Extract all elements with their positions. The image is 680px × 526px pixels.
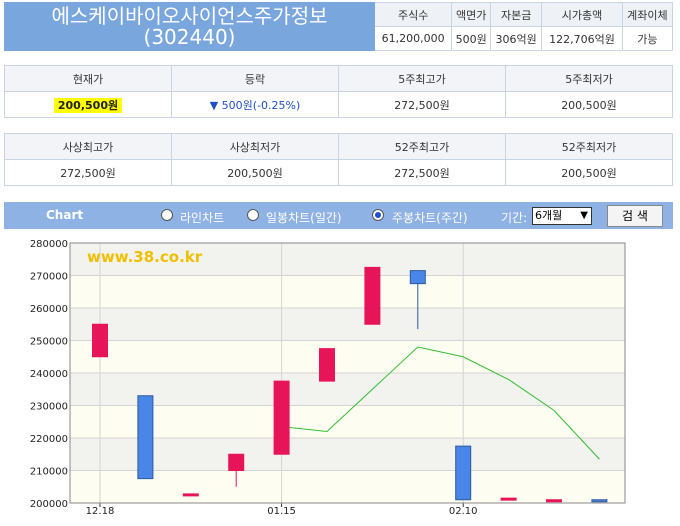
candle-up bbox=[182, 493, 199, 497]
company-code: (302440) bbox=[143, 24, 236, 49]
capital-value: 306억원 bbox=[490, 26, 543, 51]
x-tick-label: 12.18 bbox=[86, 506, 115, 517]
change-cell: ▼ 500원(-0.25%) bbox=[171, 91, 339, 118]
company-name: 에스케이바이오사이언스주가정보 bbox=[51, 3, 328, 28]
chevron-down-icon: ▼ bbox=[580, 210, 588, 221]
y-tick-label: 210000 bbox=[30, 467, 68, 478]
current-price-label: 현재가 bbox=[4, 65, 172, 92]
transfer-value: 가능 bbox=[621, 26, 674, 51]
candle-up bbox=[364, 266, 381, 325]
period-select-value: 6개월 bbox=[535, 209, 563, 222]
moving-average-layer bbox=[281, 346, 600, 460]
candles-layer bbox=[92, 266, 608, 503]
y-tick-label: 260000 bbox=[30, 304, 68, 315]
line-chart-radio[interactable] bbox=[161, 209, 173, 221]
grid-band bbox=[70, 340, 625, 373]
change-value: ▼ 500원(-0.25%) bbox=[209, 98, 301, 112]
low52-label: 52주최저가 bbox=[505, 133, 673, 160]
col-transfer-label: 계좌이체 bbox=[621, 2, 674, 27]
candle-up bbox=[546, 499, 562, 503]
grid-band bbox=[70, 373, 625, 406]
candle-up bbox=[319, 348, 335, 382]
high5-value: 272,500원 bbox=[338, 91, 506, 118]
current-price-cell: 200,500원 bbox=[4, 91, 172, 118]
alltime-high-value: 272,500원 bbox=[4, 159, 172, 186]
candle-down bbox=[137, 395, 154, 480]
y-tick-label: 280000 bbox=[30, 239, 68, 250]
candle-up bbox=[228, 453, 245, 471]
chart-grid bbox=[70, 242, 625, 504]
grid-band bbox=[70, 470, 625, 503]
daily-chart-radio[interactable] bbox=[247, 209, 259, 221]
par-value: 500원 bbox=[451, 26, 492, 51]
col-shares-label: 주식수 bbox=[373, 2, 453, 27]
x-tick-label: 01.15 bbox=[267, 506, 296, 517]
candle-down bbox=[455, 445, 472, 501]
y-tick-label: 240000 bbox=[30, 369, 68, 380]
high52-value: 272,500원 bbox=[338, 159, 506, 186]
chart-control-bar: Chart 라인차트 일봉차트(일간) 주봉차트(주간) 기간: 6개월 ▼ 검… bbox=[4, 202, 673, 229]
period-label: 기간: bbox=[501, 211, 528, 225]
chart-axes: 200000 210000 220000 230000 240000 250000 2600… bbox=[30, 239, 626, 517]
y-tick-label: 250000 bbox=[30, 337, 68, 348]
candle-up bbox=[92, 323, 108, 358]
y-tick-label: 230000 bbox=[30, 402, 68, 413]
stock-info-header: 에스케이바이오사이언스주가정보 (302440) 주식수 액면가 자본금 시가총… bbox=[4, 2, 674, 51]
y-tick-label: 270000 bbox=[30, 272, 68, 283]
grid-band bbox=[70, 243, 625, 276]
chart-watermark: www.38.co.kr bbox=[87, 248, 203, 266]
col-par-label: 액면가 bbox=[451, 2, 492, 27]
candle-down bbox=[591, 499, 608, 503]
y-tick-label: 200000 bbox=[30, 499, 68, 510]
alltime-low-label: 사상최저가 bbox=[171, 133, 339, 160]
col-capital-label: 자본금 bbox=[490, 2, 543, 27]
high5-label: 5주최고가 bbox=[338, 65, 506, 92]
grid-band bbox=[70, 405, 625, 438]
y-tick-label: 220000 bbox=[30, 434, 68, 445]
high52-label: 52주최고가 bbox=[338, 133, 506, 160]
x-tick-label: 02.10 bbox=[449, 506, 478, 517]
company-title: 에스케이바이오사이언스주가정보 (302440) bbox=[4, 2, 375, 51]
period-select[interactable]: 6개월 ▼ bbox=[532, 207, 592, 225]
col-marketcap-label: 시가총액 bbox=[541, 2, 623, 27]
low5-value: 200,500원 bbox=[505, 91, 673, 118]
grid-band bbox=[70, 308, 625, 341]
search-button[interactable]: 검 색 bbox=[607, 205, 663, 227]
candle-up bbox=[500, 497, 517, 501]
price-table: 현재가 등락 5주최고가 5주최저가 200,500원 ▼ 500원(-0.25… bbox=[4, 65, 673, 118]
low52-value: 200,500원 bbox=[505, 159, 673, 186]
weekly-chart-label[interactable]: 주봉차트(주간) bbox=[392, 211, 468, 225]
change-label: 등락 bbox=[171, 65, 339, 92]
daily-chart-label[interactable]: 일봉차트(일간) bbox=[266, 211, 342, 225]
plot-frame bbox=[69, 242, 626, 504]
alltime-low-value: 200,500원 bbox=[171, 159, 339, 186]
historical-price-table: 사상최고가 사상최저가 52주최고가 52주최저가 272,500원 200,5… bbox=[4, 133, 673, 186]
candlestick-chart: 200000 210000 220000 230000 240000 250000 2600… bbox=[30, 239, 626, 517]
shares-value: 61,200,000 bbox=[373, 26, 453, 51]
weekly-chart-radio[interactable] bbox=[372, 209, 384, 221]
moving-average-line bbox=[281, 346, 600, 460]
grid-band bbox=[70, 438, 625, 471]
marketcap-value: 122,706억원 bbox=[541, 26, 623, 51]
chart-title: Chart bbox=[46, 208, 84, 222]
candle-up bbox=[273, 380, 290, 455]
line-chart-label[interactable]: 라인차트 bbox=[180, 211, 225, 225]
current-price-value: 200,500원 bbox=[53, 97, 123, 113]
alltime-high-label: 사상최고가 bbox=[4, 133, 172, 160]
low5-label: 5주최저가 bbox=[505, 65, 673, 92]
grid-band bbox=[70, 275, 625, 308]
candle-down bbox=[409, 270, 426, 285]
